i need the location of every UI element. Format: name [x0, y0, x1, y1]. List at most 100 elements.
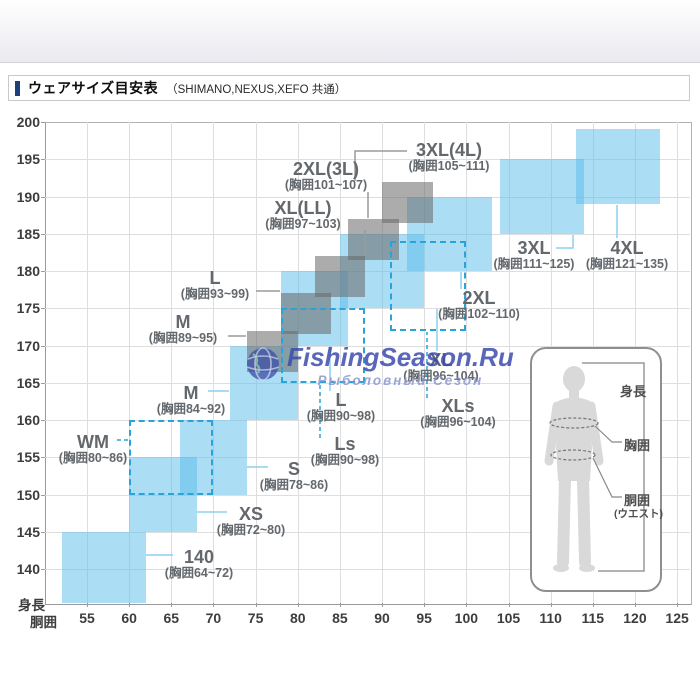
x-tick-60: 60	[121, 610, 137, 626]
size-label-2XL(3L): 2XL(3L) (胸囲101~107)	[285, 160, 367, 192]
title-accent-bar	[15, 80, 20, 96]
size-label-4XL: 4XL (胸囲121~135)	[586, 239, 668, 271]
gridline-x-60	[129, 122, 131, 603]
y-tick-150: 150	[16, 486, 40, 503]
tickmark-x-125	[677, 603, 679, 607]
size-label-name: WM	[77, 431, 109, 452]
size-label-XL: XL (胸囲96~104)	[403, 351, 478, 383]
tickmark-x-110	[550, 603, 552, 607]
size-label-name: 2XL	[462, 287, 496, 308]
size-block-blue-4XL	[575, 129, 661, 204]
watermark-line2: Рыболовный Сезон	[317, 373, 484, 388]
size-label-XLs: XLs (胸囲96~104)	[420, 397, 495, 429]
body-figure-box: 身長 胸囲 胴囲 (ウエスト)	[530, 347, 663, 592]
size-label-Ls: Ls (胸囲90~98)	[311, 435, 379, 467]
y-tick-200: 200	[16, 114, 40, 130]
x-tick-65: 65	[163, 610, 180, 626]
x-tick-115: 115	[581, 610, 605, 626]
size-label-chest-range: (胸囲121~135)	[585, 256, 669, 271]
size-label-name: 3XL	[517, 237, 551, 258]
size-block-blue-S	[179, 420, 248, 495]
gridline-y-195	[45, 159, 690, 161]
size-block-dashed-WM	[129, 420, 214, 495]
x-tick-90: 90	[374, 610, 390, 626]
size-label-chest-range: (胸囲96~104)	[420, 414, 496, 429]
tickmark-x-100	[466, 603, 468, 607]
x-tick-110: 110	[539, 610, 562, 626]
gridline-x-55	[87, 122, 88, 603]
gridline-y-140	[45, 569, 690, 570]
title-bar: ウェアサイズ目安表 （SHIMANO,NEXUS,XEFO 共通）	[8, 75, 690, 101]
size-block-blue-3XL	[500, 159, 585, 234]
gridline-y-155	[45, 457, 690, 459]
tickmark-x-75	[255, 603, 257, 607]
size-label-2XL: 2XL (胸囲102~110)	[438, 289, 520, 321]
gridline-y-150	[45, 494, 690, 496]
tickmark-x-70	[213, 603, 215, 607]
tickmark-y-160	[41, 420, 45, 421]
figure-waist-label: 胴囲	[624, 493, 651, 508]
watermark-line1: FishingSeason.Ru	[287, 342, 514, 372]
size-label-chest-range: (胸囲102~110)	[438, 306, 520, 321]
gridline-y-175	[45, 308, 690, 310]
height-bracket	[582, 362, 645, 572]
x-tick-125: 125	[665, 610, 689, 626]
tickmark-y-185	[41, 233, 45, 235]
x-tick-75: 75	[247, 610, 264, 626]
size-label-chest-range: (胸囲111~125)	[493, 256, 575, 271]
size-label-chest-range: (胸囲80~86)	[58, 450, 128, 465]
y-axis-title: 身長	[18, 598, 45, 613]
human-silhouette	[544, 362, 645, 572]
tickmark-y-140	[41, 569, 45, 570]
size-label-chest-range: (胸囲96~104)	[403, 368, 479, 383]
gridline-x-125	[677, 122, 679, 603]
tickmark-x-95	[424, 603, 426, 607]
tickmark-x-60	[129, 603, 131, 607]
tickmark-x-65	[171, 603, 173, 607]
tickmark-x-55	[87, 603, 88, 607]
size-label-name: 2XL(3L)	[292, 158, 359, 179]
y-tick-170: 170	[16, 337, 40, 354]
size-label-chest-range: (胸囲90~98)	[310, 452, 380, 467]
y-tick-145: 145	[16, 523, 40, 540]
size-label-name: Ls	[334, 433, 356, 454]
tickmark-y-150	[41, 494, 45, 496]
size-block-gray-L	[280, 293, 332, 335]
x-tick-70: 70	[205, 610, 222, 626]
size-label-chest-range: (胸囲105~111)	[408, 158, 490, 173]
size-label-140: 140 (胸囲64~72)	[165, 548, 233, 580]
size-label-chest-range: (胸囲78~86)	[259, 477, 329, 492]
gridline-x-105	[508, 122, 510, 603]
gridline-x-70	[213, 122, 215, 603]
tickmark-y-155	[41, 457, 45, 459]
x-tick-100: 100	[454, 610, 479, 626]
size-label-name: XL(LL)	[274, 197, 332, 218]
gridline-x-100	[466, 122, 468, 603]
size-label-name: M	[175, 311, 191, 332]
y-tick-175: 175	[16, 300, 40, 317]
leader-line-3XL	[556, 235, 574, 249]
leader-line-3XL(4L)	[354, 150, 407, 181]
page-header-band	[0, 0, 700, 63]
tickmark-y-165	[41, 382, 45, 384]
globe-icon	[246, 347, 280, 381]
x-axis-title: 胴囲	[30, 615, 57, 630]
size-label-name: XLs	[441, 395, 475, 416]
size-label-S: S (胸囲78~86)	[260, 460, 328, 492]
y-tick-140: 140	[16, 561, 40, 577]
x-tick-120: 120	[623, 610, 647, 626]
size-label-M: M (胸囲89~95)	[149, 313, 217, 345]
gridline-x-95	[424, 122, 426, 603]
tickmark-y-190	[41, 196, 45, 198]
y-tick-160: 160	[16, 412, 40, 428]
gridline-y-145	[45, 531, 690, 533]
y-tick-190: 190	[16, 188, 40, 205]
size-block-gray-3XL(4L)	[382, 181, 433, 223]
size-block-gray-XL(LL)	[314, 256, 366, 298]
gridline-y-165	[45, 382, 690, 384]
tickmark-x-115	[592, 603, 594, 607]
size-label-name: S	[287, 458, 300, 479]
size-label-chest-range: (胸囲101~107)	[284, 177, 368, 192]
